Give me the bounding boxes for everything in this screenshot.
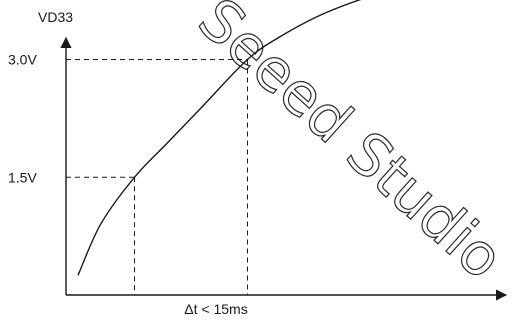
series-line — [77, 0, 362, 276]
y-tick-label-1: 3.0V — [8, 52, 37, 68]
y-tick-label-0: 1.5V — [8, 169, 37, 185]
interval-annotation-label: Δt < 15ms — [184, 301, 247, 317]
y-axis-label: VD33 — [38, 9, 73, 25]
watermark-text: Seeed Studio — [186, 0, 513, 292]
